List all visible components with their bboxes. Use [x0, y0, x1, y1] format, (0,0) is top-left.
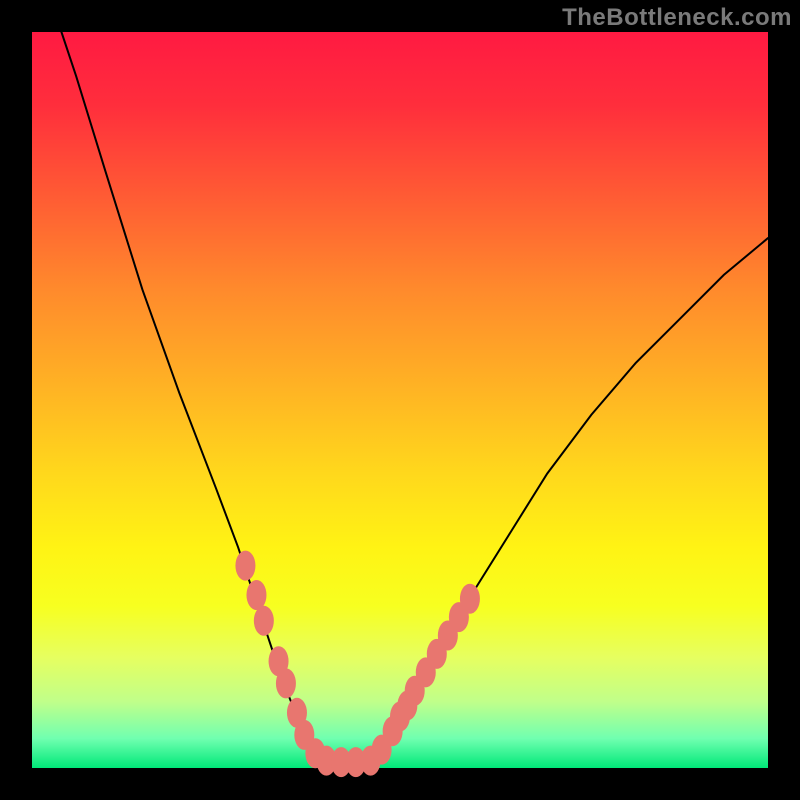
data-marker	[254, 606, 274, 636]
watermark-label: TheBottleneck.com	[562, 4, 792, 32]
bottleneck-chart	[0, 0, 800, 800]
chart-container: TheBottleneck.com	[0, 0, 800, 800]
data-marker	[276, 668, 296, 698]
chart-plot-area	[32, 32, 768, 768]
data-marker	[246, 580, 266, 610]
data-marker	[460, 584, 480, 614]
data-marker	[235, 551, 255, 581]
